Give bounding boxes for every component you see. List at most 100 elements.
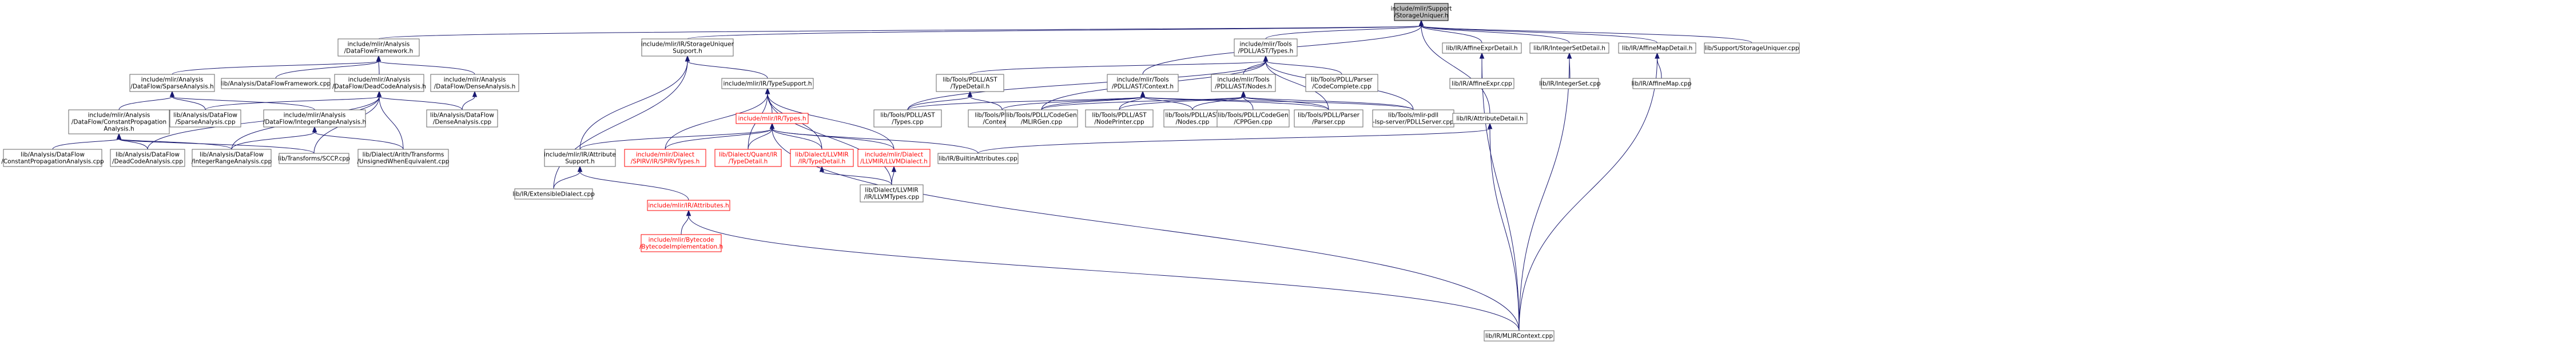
node-dense-analysis-cpp[interactable]: lib/Analysis/DataFlow/DenseAnalysis.cpp (426, 109, 498, 128)
node-dense-analysis-h[interactable]: include/mlir/Analysis/DataFlow/DenseAnal… (430, 74, 519, 92)
node-llvm-dialect-h[interactable]: include/mlir/Dialect/LLVMIR/LLVMDialect.… (857, 149, 931, 167)
node-label-line: /DeadCodeAnalysis.cpp (112, 158, 183, 165)
node-label-line: include/mlir/Dialect (865, 152, 923, 158)
node-label-line: /DataFlow/ConstantPropagation (71, 119, 166, 126)
node-box (1005, 109, 1078, 128)
node-box (641, 234, 722, 252)
edge-llvm-dialect-h-to-llvm-types-cpp (891, 171, 895, 185)
node-builtin-attributes-cpp[interactable]: lib/IR/BuiltinAttributes.cpp (937, 153, 1019, 164)
node-attributes-h[interactable]: include/mlir/IR/Attributes.h (647, 200, 730, 211)
node-spirv-types-h[interactable]: include/mlir/Dialect/SPIRV/IR/SPIRVTypes… (624, 149, 706, 167)
node-mlir-context-cpp[interactable]: lib/IR/MLIRContext.cpp (1484, 330, 1555, 342)
node-box (1704, 42, 1800, 54)
node-box (1541, 78, 1599, 89)
node-label-line: /Nodes.cpp (1176, 119, 1210, 126)
node-constant-propagation-h[interactable]: include/mlir/Analysis/DataFlow/ConstantP… (68, 109, 170, 134)
node-llvm-type-detail-h[interactable]: lib/Dialect/LLVMIR/IR/TypeDetail.h (790, 149, 854, 167)
node-box (1618, 42, 1696, 54)
node-box (1107, 74, 1179, 92)
node-cpp-gen-cpp[interactable]: lib/Tools/PDLL/CodeGen/CPPGen.cpp (1217, 109, 1290, 128)
node-dead-code-analysis-h[interactable]: include/mlir/Analysis/DataFlow/DeadCodeA… (332, 74, 426, 92)
node-label-line: /SparseAnalysis.cpp (175, 119, 236, 126)
edge-pdll-type-detail-to-pdll-context-cpp (969, 96, 1003, 110)
node-unsigned-when-equivalent-cpp[interactable]: lib/Dialect/Arith/Transforms/UnsignedWhe… (357, 149, 450, 167)
edge-constant-propagation-h-to-constant-propagation-cpp (52, 138, 120, 150)
node-label-line: include/mlir/Analysis (284, 112, 346, 119)
node-integer-set-detail[interactable]: lib/IR/IntegerSetDetail.h (1529, 42, 1609, 54)
edge-pdll-types-to-pdll-types-cpp (907, 61, 1266, 110)
edge-pdll-types-to-pdll-code-complete (1265, 61, 1342, 75)
node-integer-range-analysis-cpp[interactable]: lib/Analysis/DataFlow/IntegerRangeAnalys… (192, 149, 272, 167)
edge-arrowhead (1655, 52, 1660, 59)
edge-sparse-analysis-h-to-constant-propagation-h (118, 96, 173, 110)
node-sparse-analysis-cpp[interactable]: lib/Analysis/DataFlow/SparseAnalysis.cpp (169, 109, 241, 128)
node-affine-map-detail[interactable]: lib/IR/AffineMapDetail.h (1618, 42, 1696, 54)
node-label-line: Analysis.h (104, 126, 134, 133)
edge-storage-uniquer-support-to-extensible-dialect-cpp (553, 61, 688, 189)
edge-pdll-nodes-to-nodes-cpp (1192, 96, 1244, 110)
node-extensible-dialect-cpp[interactable]: lib/IR/ExtensibleDialect.cpp (512, 188, 595, 200)
node-label-line: lib/Tools/PDLL/AST (1165, 112, 1220, 119)
node-dead-code-analysis-cpp[interactable]: lib/Analysis/DataFlow/DeadCodeAnalysis.c… (110, 149, 185, 167)
node-label-line: lib/Analysis/DataFlow (430, 112, 494, 119)
node-type-support[interactable]: include/mlir/IR/TypeSupport.h (721, 78, 814, 89)
node-label-line: /BytecodeImplementation.h (639, 244, 723, 251)
node-pdll-type-detail[interactable]: lib/Tools/PDLL/AST/TypeDetail.h (936, 74, 1004, 92)
node-llvm-types-cpp[interactable]: lib/Dialect/LLVMIR/IR/LLVMTypes.cpp (860, 184, 924, 203)
node-node-printer-cpp[interactable]: lib/Tools/PDLL/AST/NodePrinter.cpp (1085, 109, 1154, 128)
node-attribute-detail-h[interactable]: lib/IR/AttributeDetail.h (1452, 113, 1528, 124)
node-dataflow-framework-cpp[interactable]: lib/Analysis/DataFlowFramework.cpp (221, 78, 331, 89)
node-affine-map-cpp[interactable]: lib/IR/AffineMap.cpp (1631, 78, 1692, 89)
node-label-line: include/mlir/IR/Attributes.h (648, 203, 729, 209)
edge-ir-types-h-to-llvm-type-detail-h (772, 128, 822, 150)
node-sparse-analysis-h[interactable]: include/mlir/Analysis/DataFlow/SparseAna… (129, 74, 215, 92)
node-affine-expr-detail[interactable]: lib/IR/AffineExprDetail.h (1442, 42, 1522, 54)
node-integer-range-analysis-h[interactable]: include/mlir/Analysis/DataFlow/IntegerRa… (263, 109, 366, 128)
node-storage-uniquer-cpp[interactable]: lib/Support/StorageUniquer.cpp (1704, 42, 1800, 54)
node-pdll-types[interactable]: include/mlir/Tools/PDLL/AST/Types.h (1234, 38, 1298, 57)
node-pdll-context[interactable]: include/mlir/Tools/PDLL/AST/Context.h (1107, 74, 1179, 92)
edge-dead-code-analysis-h-to-dense-analysis-cpp (379, 96, 463, 110)
node-bytecode-implementation-h[interactable]: include/mlir/Bytecode/BytecodeImplementa… (639, 234, 723, 252)
node-label-line: /CPPGen.cpp (1234, 119, 1273, 126)
node-box (1305, 74, 1378, 92)
node-parser-cpp[interactable]: lib/Tools/PDLL/Parser/Parser.cpp (1294, 109, 1363, 128)
node-label-line: /TypeDetail.h (951, 84, 990, 90)
node-label-line: include/mlir/Bytecode (649, 237, 714, 244)
node-dataflow-framework[interactable]: include/mlir/Analysis/DataFlowFramework.… (337, 38, 420, 57)
node-box (873, 109, 942, 128)
node-box (1484, 330, 1555, 342)
edge-pdll-nodes-to-mlir-gen-cpp (1041, 96, 1244, 110)
edge-storage-uniquer-to-attribute-detail-h (1421, 25, 1490, 114)
edge-arrowhead (472, 90, 478, 97)
node-nodes-cpp[interactable]: lib/Tools/PDLL/AST/Nodes.cpp (1163, 109, 1222, 128)
node-pdll-nodes[interactable]: include/mlir/Tools/PDLL/AST/Nodes.h (1211, 74, 1276, 92)
node-label-line: include/mlir/IR/Types.h (738, 116, 806, 122)
node-pdll-code-complete[interactable]: lib/Tools/PDLL/Parser/CodeComplete.cpp (1305, 74, 1378, 92)
node-pdll-lsp-server-cpp[interactable]: lib/Tools/mlir-pdll-lsp-server/PDLLServe… (1372, 109, 1454, 128)
node-pdll-types-cpp[interactable]: lib/Tools/PDLL/AST/Types.cpp (873, 109, 942, 128)
node-storage-uniquer[interactable]: include/mlir/Support/StorageUniquer.h (1390, 3, 1452, 21)
node-constant-propagation-cpp[interactable]: lib/Analysis/DataFlow/ConstantPropagatio… (1, 149, 104, 167)
edge-ir-types-h-to-builtin-attributes-cpp (772, 128, 979, 154)
edge-ir-types-h-to-quant-type-detail-h (748, 128, 773, 150)
graph-edges (52, 19, 1752, 331)
node-box (714, 149, 782, 167)
node-mlir-gen-cpp[interactable]: lib/Tools/PDLL/CodeGen/MLIRGen.cpp (1005, 109, 1078, 128)
edge-pdll-nodes-to-parser-cpp (1243, 96, 1329, 110)
node-integer-set-cpp[interactable]: lib/IR/IntegerSet.cpp (1539, 78, 1601, 89)
node-box (68, 109, 170, 134)
node-label-line: include/mlir/Analysis (444, 77, 506, 84)
node-affine-expr-cpp[interactable]: lib/IR/AffineExpr.cpp (1449, 78, 1514, 89)
node-box (624, 149, 706, 167)
node-quant-type-detail-h[interactable]: lib/Dialect/Quant/IR/TypeDetail.h (714, 149, 782, 167)
node-label-line: include/mlir/Analysis (348, 77, 411, 84)
node-sccp-cpp[interactable]: lib/Transforms/SCCP.cpp (278, 153, 350, 164)
node-box (221, 78, 331, 89)
edge-integer-range-analysis-h-to-integer-range-analysis-cpp (231, 132, 315, 150)
node-ir-types-h[interactable]: include/mlir/IR/Types.h (736, 113, 809, 124)
node-label-line: lib/Support/StorageUniquer.cpp (1705, 45, 1799, 52)
edge-affine-map-detail-to-affine-map-cpp (1657, 58, 1662, 79)
